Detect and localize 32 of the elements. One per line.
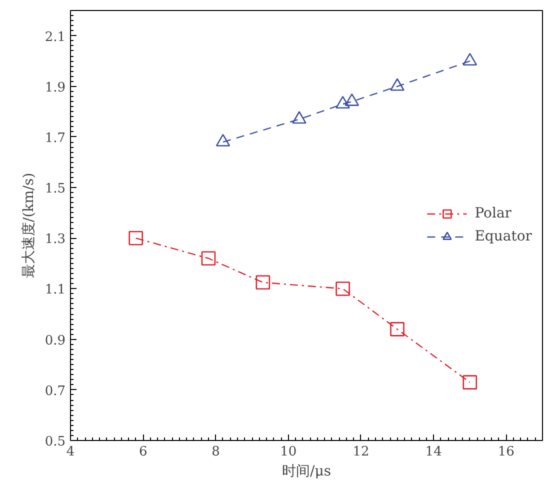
point [336,96,350,108]
point [462,52,478,66]
point [390,78,404,91]
y-tick-label: 0.5 [44,434,66,450]
x-axis-title: 时间/μs [282,464,331,480]
y-tick-label: 1.7 [44,130,66,146]
point [336,282,350,296]
y-tick-label: 1.5 [44,182,66,197]
point [201,251,216,266]
x-tick-label: 12 [352,444,370,460]
y-tick-label: 2.1 [44,30,66,45]
point [344,93,360,106]
y-tick-label: 1.9 [44,80,66,96]
x-tick-label: 10 [280,444,297,460]
point [256,275,270,290]
x-tick-label: 8 [212,444,220,460]
y-axis-title: 最大速度/(km/s) [20,172,37,278]
x-tick-label: 14 [425,444,442,460]
y-tick-label: 1.1 [44,282,66,298]
legend-label: Polar [474,206,512,222]
legend-label: Equator [474,228,532,244]
point [128,230,144,246]
y-tick-label: 0.7 [44,384,66,399]
x-tick-label: 4 [66,444,75,460]
point [462,375,478,390]
point [216,134,230,146]
x-tick-label: 16 [498,444,514,460]
point [292,111,306,124]
y-tick-label: 0.9 [44,333,66,348]
x-tick-label: 6 [138,444,148,460]
y-tick-label: 1.3 [44,232,66,248]
point [390,322,404,336]
